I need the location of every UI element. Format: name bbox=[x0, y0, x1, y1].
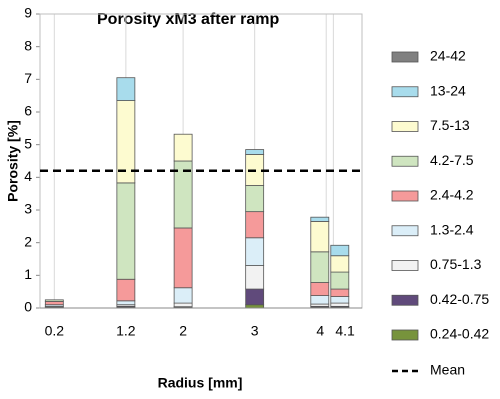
bar-segment bbox=[245, 149, 265, 155]
legend-label: 13-24 bbox=[430, 82, 466, 98]
bar-segment bbox=[173, 287, 193, 304]
chart-title: Porosity xM3 after ramp bbox=[97, 11, 280, 28]
bar-segment bbox=[173, 133, 193, 162]
x-tick-label: 1.2 bbox=[116, 323, 136, 339]
legend-swatch bbox=[391, 225, 419, 237]
bar-segment bbox=[245, 265, 265, 290]
x-tick-label: 4 bbox=[316, 323, 324, 339]
legend-label: 0.24-0.42 bbox=[430, 326, 489, 342]
y-tick-label: 7 bbox=[24, 70, 32, 86]
legend-swatch bbox=[391, 260, 419, 271]
bar-segment bbox=[310, 221, 330, 253]
bar-segment bbox=[173, 302, 193, 308]
y-tick-label: 8 bbox=[24, 37, 32, 53]
bar-segment bbox=[330, 302, 350, 307]
y-tick-label: 5 bbox=[24, 135, 32, 151]
legend-label: Mean bbox=[430, 362, 465, 378]
y-tick-label: 1 bbox=[24, 266, 32, 282]
legend-label: 4.2-7.5 bbox=[430, 152, 474, 168]
legend-swatch bbox=[391, 86, 419, 98]
legend-swatch bbox=[391, 155, 419, 167]
legend-label: 0.75-1.3 bbox=[430, 256, 482, 272]
bar-segment bbox=[330, 244, 350, 257]
bar-segment bbox=[116, 278, 136, 302]
x-axis-title: Radius [mm] bbox=[158, 375, 243, 391]
bar-segment bbox=[310, 216, 330, 222]
bar-segment bbox=[173, 227, 193, 289]
legend-label: 1.3-2.4 bbox=[430, 221, 474, 237]
bar-segment bbox=[330, 271, 350, 290]
legend-label: 2.4-4.2 bbox=[430, 187, 474, 203]
bar-segment bbox=[245, 211, 265, 239]
bar-segment bbox=[44, 301, 64, 306]
y-tick-label: 9 bbox=[24, 5, 32, 21]
y-tick-label: 3 bbox=[24, 201, 32, 217]
bar-segment bbox=[245, 288, 265, 306]
bar-segment bbox=[330, 296, 350, 304]
bar-segment bbox=[245, 237, 265, 266]
legend-swatch bbox=[391, 121, 419, 132]
bar-segment bbox=[116, 300, 136, 306]
bar-segment bbox=[330, 288, 350, 297]
legend-swatch bbox=[391, 294, 419, 306]
bar-segment bbox=[116, 77, 136, 101]
y-tick-label: 6 bbox=[24, 103, 32, 119]
bar-segment bbox=[116, 182, 136, 280]
bar-segment bbox=[245, 185, 265, 213]
bar-segment bbox=[330, 255, 350, 273]
legend-label: 7.5-13 bbox=[430, 117, 470, 133]
bar-segment bbox=[310, 282, 330, 296]
legend-swatch bbox=[391, 329, 419, 341]
legend-swatch bbox=[391, 190, 419, 202]
legend-label: 0.42-0.75 bbox=[430, 291, 489, 307]
x-tick-label: 2 bbox=[179, 323, 187, 339]
y-axis-title: Porosity [%] bbox=[5, 120, 21, 202]
bar-segment bbox=[310, 295, 330, 305]
y-tick-label: 4 bbox=[24, 168, 32, 184]
x-tick-label: 0.2 bbox=[45, 323, 65, 339]
x-tick-label: 3 bbox=[251, 323, 259, 339]
y-tick-label: 0 bbox=[24, 299, 32, 315]
x-tick-label: 4.1 bbox=[335, 323, 355, 339]
bar-segment bbox=[310, 251, 330, 283]
legend-swatch bbox=[391, 51, 419, 63]
bar-segment bbox=[44, 299, 64, 302]
legend-label: 24-42 bbox=[430, 48, 466, 64]
y-tick-label: 2 bbox=[24, 233, 32, 249]
